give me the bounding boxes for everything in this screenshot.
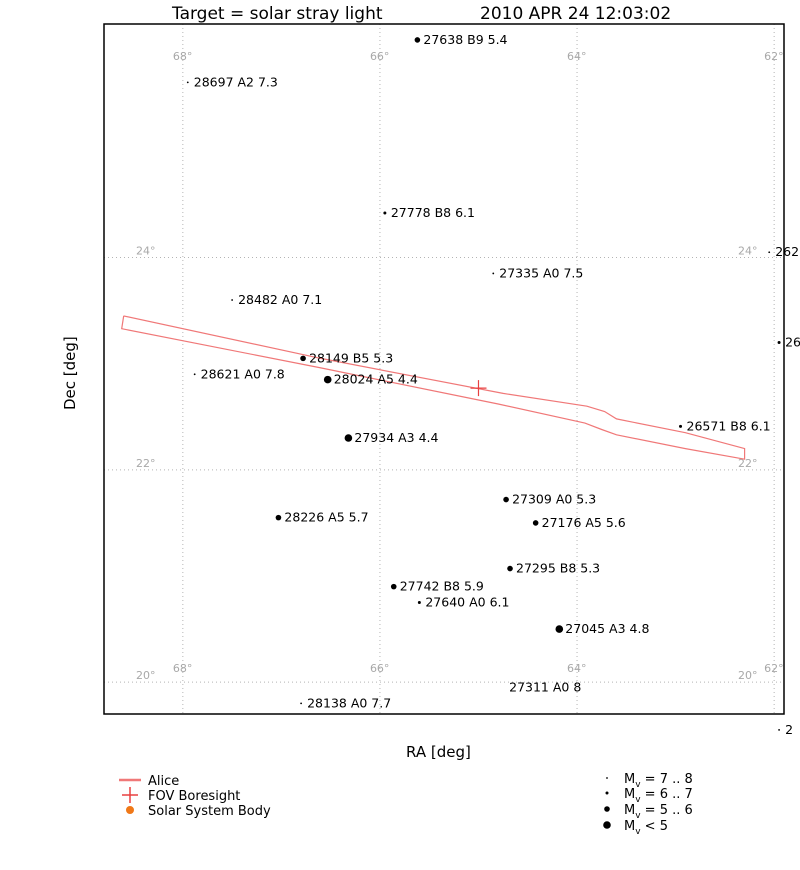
star-marker	[275, 514, 282, 521]
chart-timestamp: 2010 APR 24 12:03:02	[480, 4, 671, 24]
ra-grid-label-top: 68°	[173, 50, 193, 63]
star-marker	[778, 729, 780, 731]
star-label: 27335 A0 7.5	[499, 265, 583, 280]
star-label: 27778 B8 6.1	[391, 205, 475, 220]
star-marker	[507, 565, 513, 572]
chart-title: Target = solar stray light	[171, 4, 383, 24]
star-label: 2	[785, 722, 793, 737]
star-label: 28621 A0 7.8	[201, 366, 285, 381]
ra-grid-label-bottom: 66°	[370, 662, 390, 675]
ra-grid-label-bottom: 64°	[567, 662, 587, 675]
legend-magnitude-marker	[604, 806, 610, 812]
dec-grid-label-left: 22°	[136, 457, 156, 470]
legend-label: Alice	[148, 774, 179, 789]
star-label: 28149 B5 5.3	[309, 350, 393, 365]
dec-grid-label-left: 20°	[136, 669, 156, 682]
star-marker	[344, 434, 353, 442]
alice-slit-outline	[121, 315, 746, 460]
dec-grid-label-right: 22°	[738, 457, 758, 470]
legend-label: Solar System Body	[148, 804, 271, 819]
star-marker	[532, 520, 539, 526]
star-marker	[768, 251, 771, 254]
star-marker	[323, 375, 332, 384]
legend-dot-symbol	[126, 806, 134, 814]
star-label: 27176 A5 5.6	[542, 515, 626, 530]
star-label: 27742 B8 5.9	[400, 579, 484, 594]
coordinate-grid: 68° 68° 66° 66° 64° 64° 62° 62° 24° 24° 22° 22° 20° 2…	[104, 24, 784, 714]
star-marker	[186, 81, 189, 84]
legend-magnitude-label: Mv = 7 .. 8	[624, 772, 693, 790]
star-marker	[414, 37, 421, 43]
legend-magnitude-label: Mv = 6 .. 7	[624, 787, 693, 805]
star-label: 26212 A	[775, 244, 800, 259]
ra-grid-label-bottom: 68°	[173, 662, 193, 675]
star-marker	[300, 702, 303, 705]
star-marker	[231, 299, 234, 301]
star-label: 28138 A0 7.7	[307, 695, 391, 710]
star-label: 27638 B9 5.4	[423, 32, 507, 47]
y-axis-label: Dec [deg]	[61, 336, 79, 410]
star-label: 27295 B8 5.3	[516, 561, 600, 576]
x-axis-label: RA [deg]	[406, 743, 471, 761]
legend-magnitude-marker	[603, 821, 611, 829]
ra-grid-label-top: 66°	[370, 50, 390, 63]
dec-grid-label-left: 24°	[136, 245, 156, 258]
star-marker	[777, 340, 781, 344]
star-label: 27311 A0 8	[509, 679, 581, 694]
star-marker	[679, 424, 683, 428]
star-label: 27309 A0 5.3	[512, 492, 596, 507]
star-marker	[383, 211, 387, 215]
star-label: 28024 A5 4.4	[334, 372, 418, 387]
alice-slit-layer	[121, 315, 746, 460]
star-label: 28697 A2 7.3	[194, 74, 278, 89]
legend-magnitude-marker	[605, 791, 609, 795]
plot-frame	[103, 23, 785, 715]
star-marker	[390, 583, 397, 590]
legend-label: FOV Boresight	[148, 789, 240, 804]
dec-grid-label-right: 24°	[738, 245, 758, 258]
star-label: 26571 B8 6.1	[687, 418, 771, 433]
star-label: 27934 A3 4.4	[354, 430, 438, 445]
star-label: 27045 A3 4.8	[565, 621, 649, 636]
star-marker	[300, 355, 306, 362]
star-marker	[193, 373, 196, 376]
star-marker	[503, 496, 509, 503]
star-label: 2612	[785, 334, 800, 349]
ra-grid-label-top: 62°	[764, 50, 784, 63]
star-label: 27640 A0 6.1	[425, 595, 509, 610]
ra-grid-label-top: 64°	[567, 50, 587, 63]
star-layer: 27638 B9 5.4 28697 A2 7.3 27778 B8 6.1 2621…	[186, 32, 800, 737]
legend-magnitude-marker	[606, 777, 608, 779]
legend-magnitude-label: Mv < 5	[624, 819, 668, 837]
star-marker	[417, 601, 421, 605]
ra-grid-label-bottom: 62°	[764, 662, 784, 675]
legend-magnitude-label: Mv = 5 .. 6	[624, 803, 693, 821]
star-label: 28226 A5 5.7	[284, 510, 368, 525]
star-marker	[555, 625, 564, 633]
dec-grid-label-right: 20°	[738, 669, 758, 682]
star-label: 28482 A0 7.1	[238, 292, 322, 307]
star-marker	[492, 272, 495, 275]
